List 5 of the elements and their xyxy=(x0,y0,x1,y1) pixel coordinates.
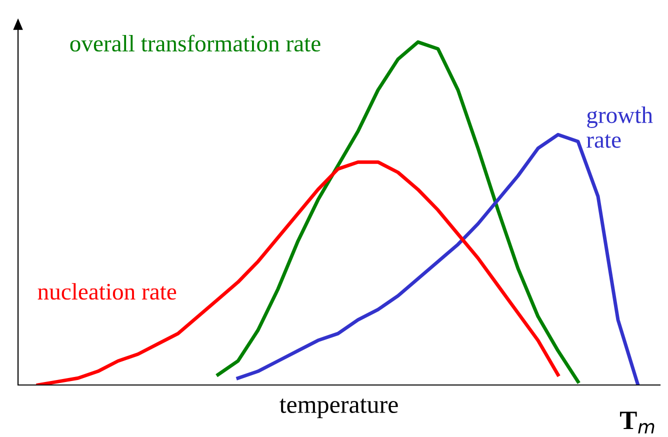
x-axis-title: temperature xyxy=(280,398,398,418)
series-label: nucleation rate xyxy=(38,283,176,300)
text: T$_{m}$ xyxy=(620,412,654,434)
text: overall transformation rate xyxy=(70,34,320,52)
series-label: growth rate xyxy=(586,106,653,148)
